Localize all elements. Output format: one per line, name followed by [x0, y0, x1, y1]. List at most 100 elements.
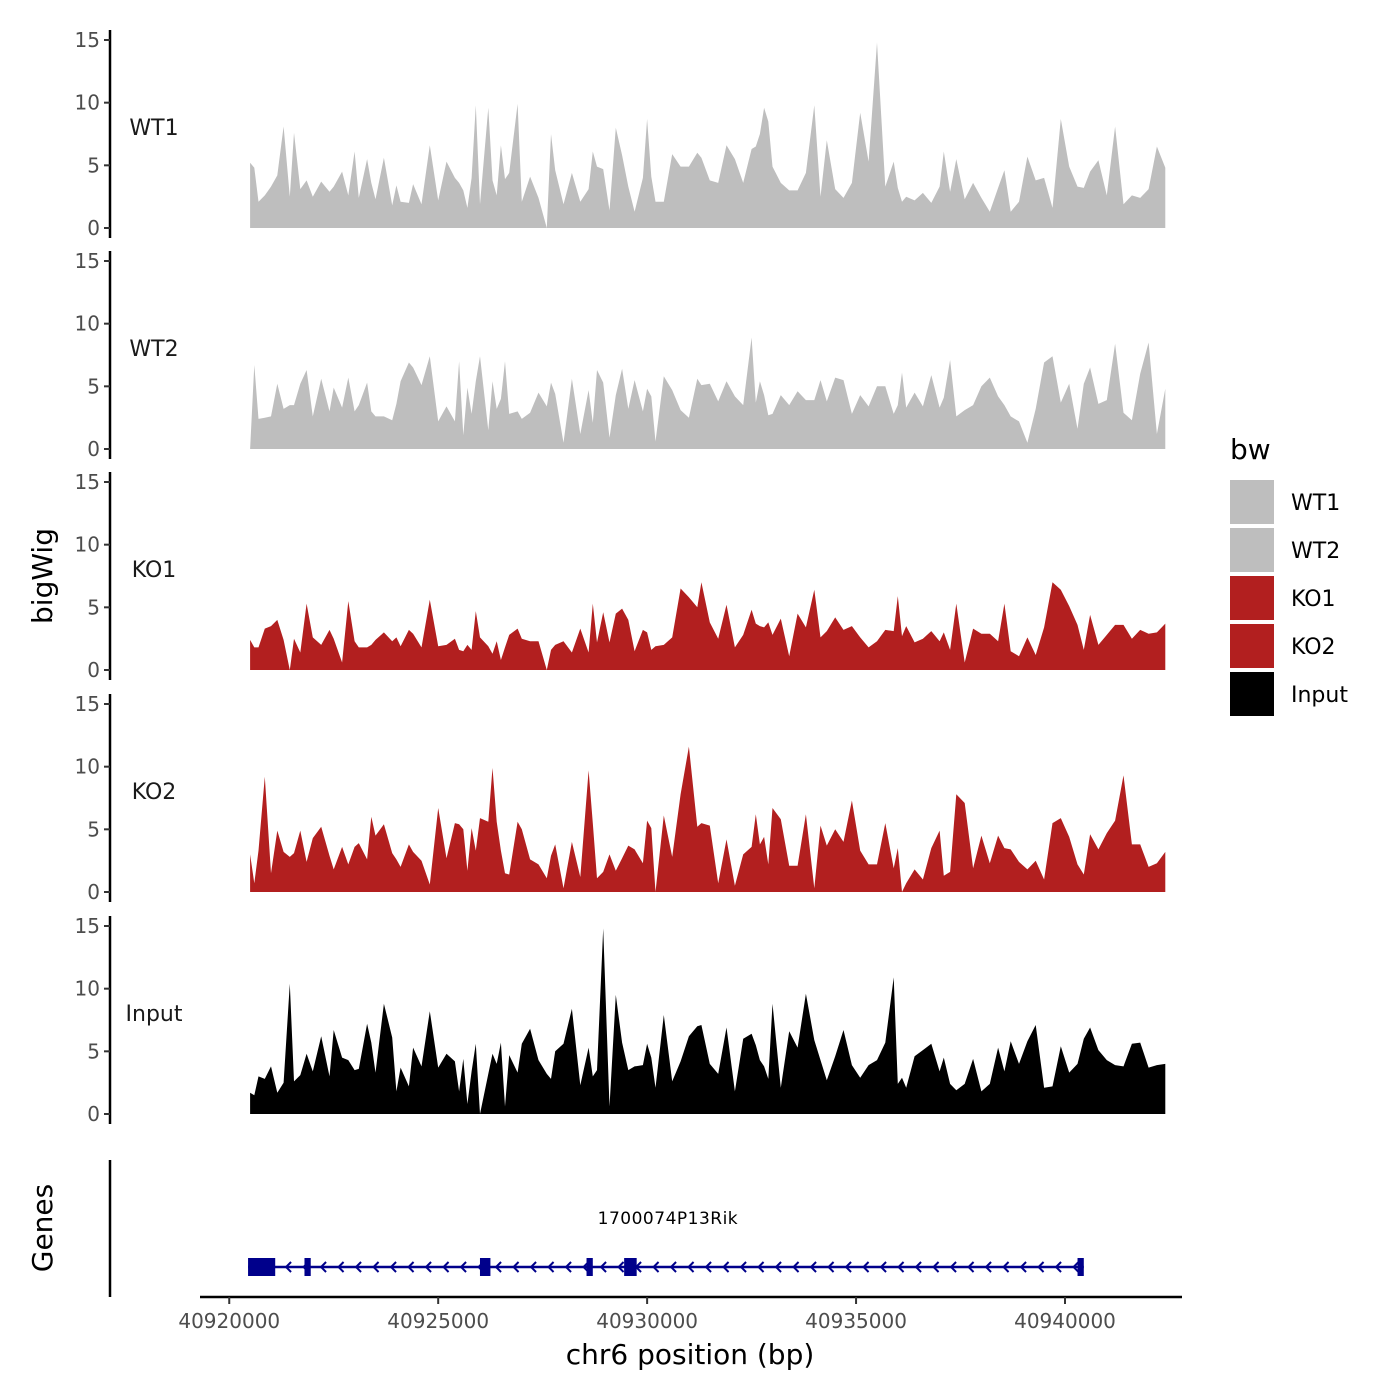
strand-arrow	[617, 1261, 625, 1273]
gene-exon	[248, 1258, 276, 1276]
gene-exon	[479, 1258, 491, 1276]
y-tick-label: 15	[75, 470, 100, 494]
y-tick-label: 5	[87, 817, 100, 841]
legend-swatch-input	[1230, 672, 1274, 716]
y-tick-label: 0	[87, 880, 100, 904]
y-tick-label: 15	[75, 914, 100, 938]
strand-arrow	[652, 1261, 660, 1273]
gene-track: 1700074P13Rik	[108, 1160, 1084, 1297]
strand-arrow	[704, 1261, 712, 1273]
legend-label-wt2: WT2	[1291, 539, 1340, 564]
strand-arrow	[914, 1261, 922, 1273]
strand-arrow	[984, 1261, 992, 1273]
strand-arrow	[284, 1261, 292, 1273]
legend-title: bw	[1230, 433, 1271, 466]
strand-arrow	[319, 1261, 327, 1273]
strand-arrow	[967, 1261, 975, 1273]
strand-arrow	[879, 1261, 887, 1273]
strand-arrow	[1002, 1261, 1010, 1273]
track-input: 0 5 10 15 Input	[75, 914, 1166, 1126]
strand-arrow	[564, 1261, 572, 1273]
track-label: WT2	[129, 337, 178, 362]
coverage-area-ko2	[250, 746, 1166, 892]
gene-exon	[1077, 1258, 1084, 1276]
track-label: KO1	[132, 558, 177, 583]
coverage-area-wt1	[250, 42, 1166, 228]
strand-arrow	[757, 1261, 765, 1273]
strand-arrow	[1054, 1261, 1062, 1273]
strand-arrow	[407, 1261, 415, 1273]
strand-arrow	[792, 1261, 800, 1273]
y-tick-label: 10	[75, 977, 100, 1001]
strand-arrow	[687, 1261, 695, 1273]
strand-arrow	[337, 1261, 345, 1273]
y-tick-label: 5	[87, 153, 100, 177]
strand-arrow	[1037, 1261, 1045, 1273]
legend-swatch-ko1	[1230, 576, 1274, 620]
gene-exon	[586, 1258, 593, 1276]
track-ko2: 0 5 10 15 KO2	[75, 692, 1166, 904]
x-tick-label: 40940000	[1014, 1309, 1116, 1333]
coverage-area-input	[250, 928, 1166, 1114]
y-tick-label: 10	[75, 533, 100, 557]
strand-arrow	[722, 1261, 730, 1273]
strand-arrow	[827, 1261, 835, 1273]
strand-arrow	[844, 1261, 852, 1273]
legend-label-input: Input	[1291, 683, 1348, 708]
coverage-area-wt2	[250, 337, 1166, 449]
strand-arrow	[529, 1261, 537, 1273]
track-label: Input	[126, 1002, 183, 1027]
y-tick-label: 15	[75, 28, 100, 52]
legend-swatch-wt2	[1230, 528, 1274, 572]
strand-arrow	[897, 1261, 905, 1273]
coverage-area-ko1	[250, 582, 1166, 670]
strand-arrow	[459, 1261, 467, 1273]
x-tick-label: 40925000	[387, 1309, 489, 1333]
y-tick-label: 5	[87, 595, 100, 619]
strand-arrow	[739, 1261, 747, 1273]
x-axis: 40920000 40925000 40930000 40935000 40940000	[178, 1295, 1182, 1333]
legend-swatch-ko2	[1230, 624, 1274, 668]
x-axis-title: chr6 position (bp)	[566, 1338, 815, 1371]
y-tick-label: 10	[75, 312, 100, 336]
strand-arrow	[354, 1261, 362, 1273]
strand-arrow	[372, 1261, 380, 1273]
legend-label-ko1: KO1	[1291, 587, 1336, 612]
y-tick-label: 10	[75, 91, 100, 115]
x-tick-label: 40935000	[805, 1309, 907, 1333]
strand-arrow	[1019, 1261, 1027, 1273]
x-tick-label: 40920000	[178, 1309, 280, 1333]
coverage-tracks: 0 5 10 15 WT1 0 5 10 15 WT2 0 5 10 15 KO1 0 5 10 15 KO2 0 5 10…	[75, 28, 1166, 1126]
strand-arrow	[599, 1261, 607, 1273]
gene-exon	[624, 1258, 637, 1276]
y-tick-label: 5	[87, 1039, 100, 1063]
y-tick-label: 15	[75, 249, 100, 273]
strand-arrow	[494, 1261, 502, 1273]
strand-arrow	[512, 1261, 520, 1273]
y-tick-label: 0	[87, 216, 100, 240]
strand-arrow	[862, 1261, 870, 1273]
strand-arrow	[547, 1261, 555, 1273]
legend-swatch-wt1	[1230, 480, 1274, 524]
y-tick-label: 15	[75, 692, 100, 716]
y-tick-label: 0	[87, 437, 100, 461]
strand-arrow	[932, 1261, 940, 1273]
track-ko1: 0 5 10 15 KO1	[75, 470, 1166, 682]
strand-arrow	[949, 1261, 957, 1273]
strand-arrow	[442, 1261, 450, 1273]
y-tick-label: 10	[75, 755, 100, 779]
track-label: WT1	[129, 116, 178, 141]
strand-arrow	[809, 1261, 817, 1273]
strand-arrow	[774, 1261, 782, 1273]
y-tick-label: 0	[87, 1102, 100, 1126]
gene-name-label: 1700074P13Rik	[598, 1209, 738, 1229]
track-wt1: 0 5 10 15 WT1	[75, 28, 1166, 240]
x-tick-label: 40930000	[596, 1309, 698, 1333]
legend: bw WT1 WT2 KO1 KO2 Input	[1230, 433, 1348, 716]
track-label: KO2	[132, 780, 177, 805]
strand-arrow	[1072, 1261, 1080, 1273]
legend-label-ko2: KO2	[1291, 635, 1336, 660]
y-axis-title: bigWig	[26, 528, 59, 624]
legend-label-wt1: WT1	[1291, 491, 1340, 516]
